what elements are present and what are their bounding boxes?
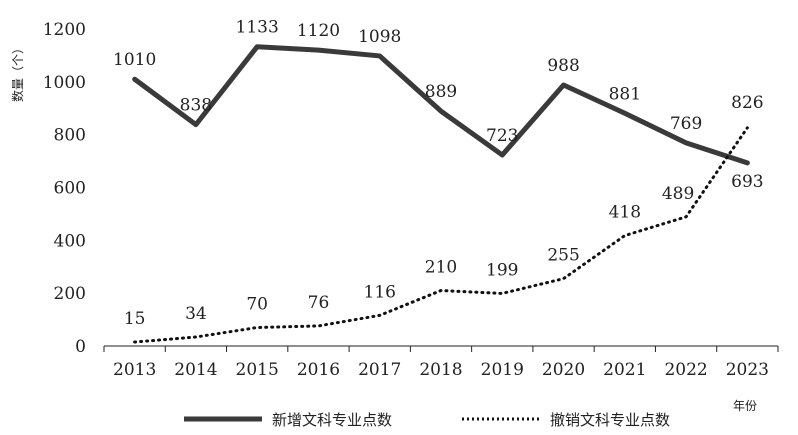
x-tick-label: 2016 [297, 360, 340, 380]
data-label-new: 769 [670, 114, 702, 134]
data-label-new: 1098 [358, 27, 401, 47]
x-tick-label: 2019 [481, 360, 524, 380]
data-label-removed: 210 [425, 258, 457, 278]
data-label-removed: 34 [185, 304, 207, 324]
data-label-new: 988 [547, 56, 579, 76]
data-label-new: 889 [425, 82, 457, 102]
legend-label-new: 新增文科专业点数 [272, 411, 392, 429]
data-label-new: 881 [609, 84, 641, 104]
x-tick-label: 2020 [542, 360, 585, 380]
series-line-new [132, 44, 750, 166]
x-tick-label: 2022 [664, 360, 707, 380]
data-label-removed: 76 [308, 293, 330, 313]
legend: 新增文科专业点数 撤销文科专业点数 [184, 411, 670, 429]
data-label-new: 1133 [236, 18, 279, 38]
y-tick-label: 600 [54, 179, 86, 199]
y-tick-label: 1000 [43, 73, 86, 93]
series-line-removed [133, 126, 749, 344]
data-labels: 1010 838 1133 1120 1098 889 723 988 881 769 693 15 3… [113, 18, 764, 329]
data-label-removed: 15 [124, 309, 146, 329]
x-tick-label: 2013 [113, 360, 156, 380]
data-label-removed: 70 [246, 295, 268, 315]
y-tick-label: 0 [75, 337, 86, 357]
y-axis: 0 200 400 600 800 1000 1200 [43, 20, 86, 357]
y-axis-title: 数量（个） [10, 42, 25, 102]
x-tick-label: 2021 [603, 360, 646, 380]
data-label-new: 1010 [113, 50, 156, 70]
x-tick-label: 2015 [236, 360, 279, 380]
data-label-removed: 489 [662, 184, 694, 204]
series-layer [132, 44, 750, 344]
y-tick-label: 200 [54, 284, 86, 304]
data-label-new: 1120 [297, 21, 340, 41]
data-label-removed: 116 [364, 282, 396, 302]
legend-label-removed: 撤销文科专业点数 [550, 411, 670, 429]
data-label-removed: 418 [609, 203, 641, 223]
y-tick-label: 400 [54, 231, 86, 251]
data-label-removed: 826 [731, 93, 763, 113]
data-label-new: 838 [180, 96, 212, 116]
x-axis-title: 年份 [733, 399, 757, 413]
x-tick-label: 2023 [726, 360, 769, 380]
y-tick-label: 1200 [43, 20, 86, 40]
x-axis: 2013 2014 2015 2016 2017 2018 2019 2020 2021 2022… [103, 346, 779, 380]
x-tick-label: 2014 [174, 360, 217, 380]
y-tick-label: 800 [54, 126, 86, 146]
data-label-removed: 199 [486, 260, 518, 280]
x-tick-label: 2018 [419, 360, 462, 380]
data-label-removed: 255 [547, 246, 579, 266]
data-label-new: 693 [731, 172, 763, 192]
x-tick-label: 2017 [358, 360, 401, 380]
data-label-new: 723 [486, 126, 518, 146]
